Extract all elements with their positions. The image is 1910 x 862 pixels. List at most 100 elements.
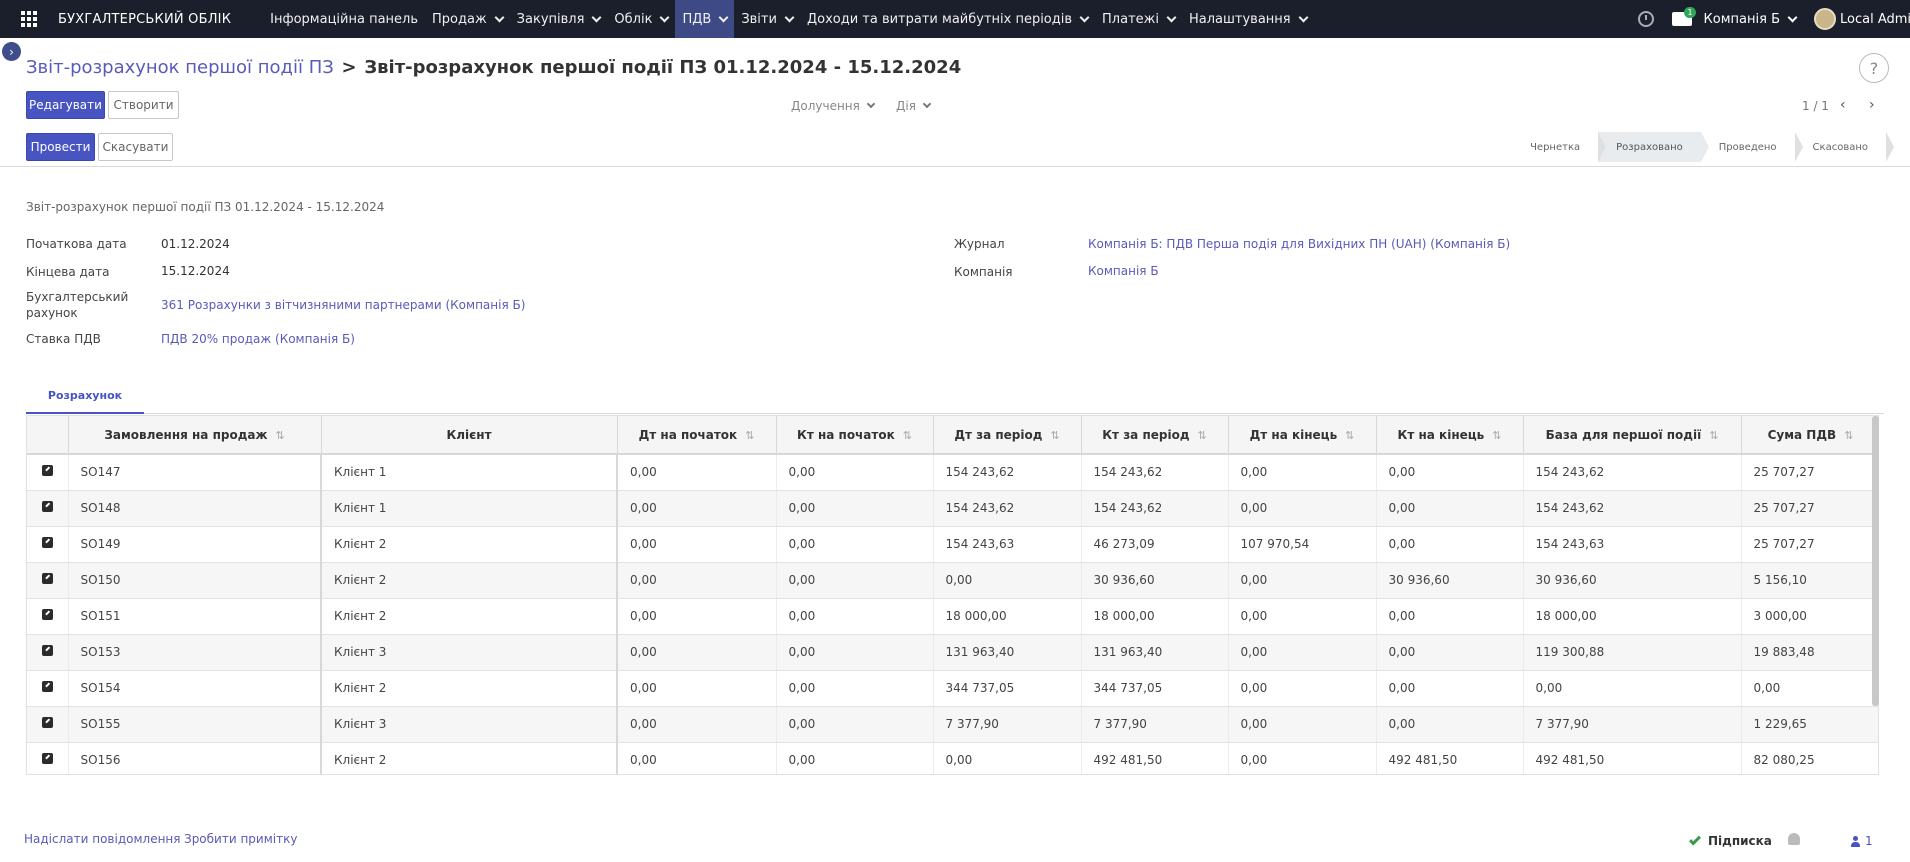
action-dropdown[interactable]: Дія [896,99,932,113]
row-open-cell[interactable] [27,526,69,563]
log-note-link[interactable]: Зробити примітку [184,832,298,846]
menu-item-vat[interactable]: ПДВ [675,0,735,38]
cell-dt-start[interactable]: 0,00 [617,526,777,563]
cell-vat[interactable]: 25 707,27 [1741,454,1878,491]
table-row[interactable]: SO148 Клієнт 1 0,00 0,00 154 243,62 154 243,6… [27,490,1878,527]
cell-dt-period[interactable]: 154 243,62 [933,454,1082,491]
cell-base[interactable]: 154 243,62 [1523,454,1742,491]
vat-rate-link[interactable]: ПДВ 20% продаж (Компанія Б) [161,332,355,346]
table-row[interactable]: SO156 Клієнт 2 0,00 0,00 0,00 492 481,50 0,00 4… [27,742,1878,774]
cell-dt-end[interactable]: 0,00 [1228,454,1377,491]
account-link[interactable]: 361 Розрахунки з вітчизняними партнерами… [161,298,526,312]
cell-dt-end[interactable]: 0,00 [1228,706,1377,743]
cell-client[interactable]: Клієнт 3 [321,706,618,743]
cell-dt-end[interactable]: 107 970,54 [1228,526,1377,563]
cell-base[interactable]: 154 243,63 [1523,526,1742,563]
column-header-dt-period[interactable]: Дт за період ⇅ [933,416,1082,455]
cell-vat[interactable]: 25 707,27 [1741,490,1878,527]
menu-item-sales[interactable]: Продаж [425,0,510,38]
messages-icon[interactable]: 1 [1671,7,1696,26]
cell-client[interactable]: Клієнт 1 [321,490,618,527]
cell-dt-start[interactable]: 0,00 [617,598,777,635]
column-header-order[interactable]: Замовлення на продаж ⇅ [68,416,322,455]
table-row[interactable]: SO147 Клієнт 1 0,00 0,00 154 243,62 154 243,6… [27,454,1878,491]
table-row[interactable]: SO153 Клієнт 3 0,00 0,00 131 963,40 131 963,4… [27,634,1878,671]
column-header-base[interactable]: База для першої події ⇅ [1523,416,1742,455]
cell-order[interactable]: SO147 [68,454,322,491]
cell-kt-end[interactable]: 0,00 [1376,526,1524,563]
row-open-cell[interactable] [27,454,69,491]
cell-order[interactable]: SO151 [68,598,322,635]
external-link-icon[interactable] [41,465,53,477]
external-link-icon[interactable] [41,501,53,512]
activity-clock-icon[interactable] [1637,11,1654,27]
row-open-cell[interactable] [27,706,69,743]
cell-base[interactable]: 7 377,90 [1523,706,1742,743]
cell-vat[interactable]: 19 883,48 [1741,634,1878,671]
cell-dt-period[interactable]: 7 377,90 [933,706,1082,743]
bell-icon[interactable] [1788,833,1800,845]
cell-order[interactable]: SO154 [68,670,322,707]
cell-client[interactable]: Клієнт 2 [321,598,618,635]
cell-kt-end[interactable]: 0,00 [1376,454,1524,491]
menu-item-reports[interactable]: Звіти [734,0,800,38]
cell-vat[interactable]: 25 707,27 [1741,526,1878,563]
cell-dt-start[interactable]: 0,00 [617,706,777,743]
cell-kt-period[interactable]: 492 481,50 [1081,742,1229,774]
column-header-kt-end[interactable]: Кт на кінець ⇅ [1376,416,1524,455]
cell-dt-end[interactable]: 0,00 [1228,670,1377,707]
company-switcher[interactable]: Компанія Б [1704,12,1798,27]
cell-order[interactable]: SO148 [68,490,322,527]
row-open-cell[interactable] [27,634,69,671]
column-header-client[interactable]: Клієнт [321,416,618,455]
cell-kt-period[interactable]: 154 243,62 [1081,490,1229,527]
company-link[interactable]: Компанія Б [1088,264,1159,278]
cell-client[interactable]: Клієнт 2 [321,526,618,563]
send-message-link[interactable]: Надіслати повідомлення [24,832,181,846]
edit-button[interactable]: Редагувати [26,91,105,119]
row-open-cell[interactable] [27,490,69,527]
cell-dt-end[interactable]: 0,00 [1228,634,1377,671]
cell-dt-end[interactable]: 0,00 [1228,490,1377,527]
attachments-dropdown[interactable]: Долучення [791,99,876,113]
apps-menu-icon[interactable] [0,0,58,38]
cell-vat[interactable]: 0,00 [1741,670,1878,707]
create-button[interactable]: Створити [108,91,179,119]
cell-kt-end[interactable]: 0,00 [1376,670,1524,707]
cell-dt-start[interactable]: 0,00 [617,634,777,671]
cell-dt-end[interactable]: 0,00 [1228,742,1377,774]
cell-base[interactable]: 0,00 [1523,670,1742,707]
cell-kt-start[interactable]: 0,00 [776,562,934,599]
cell-base[interactable]: 492 481,50 [1523,742,1742,774]
column-header-kt-start[interactable]: Кт на початок ⇅ [776,416,934,455]
cell-client[interactable]: Клієнт 2 [321,670,618,707]
cell-kt-period[interactable]: 46 273,09 [1081,526,1229,563]
cell-kt-start[interactable]: 0,00 [776,670,934,707]
row-open-cell[interactable] [27,598,69,635]
external-link-icon[interactable] [41,609,53,620]
breadcrumb-parent-link[interactable]: Звіт-розрахунок першої події ПЗ [26,57,334,78]
pager-next-button[interactable]: › [1869,97,1875,113]
cell-client[interactable]: Клієнт 2 [321,742,618,774]
external-link-icon[interactable] [41,645,53,656]
cell-kt-end[interactable]: 0,00 [1376,706,1524,743]
column-header-kt-period[interactable]: Кт за період ⇅ [1081,416,1229,455]
cell-dt-period[interactable]: 154 243,62 [933,490,1082,527]
row-open-cell[interactable] [27,562,69,599]
cell-dt-period[interactable]: 131 963,40 [933,634,1082,671]
table-scrollbar[interactable] [1872,416,1879,706]
cell-dt-period[interactable]: 18 000,00 [933,598,1082,635]
menu-item-dashboard[interactable]: Інформаційна панель [263,0,425,38]
external-link-icon[interactable] [41,573,53,584]
cell-order[interactable]: SO156 [68,742,322,774]
cell-kt-period[interactable]: 7 377,90 [1081,706,1229,743]
pager-prev-button[interactable]: ‹ [1840,97,1846,113]
cell-vat[interactable]: 3 000,00 [1741,598,1878,635]
cell-dt-start[interactable]: 0,00 [617,490,777,527]
menu-item-payments[interactable]: Платежі [1095,0,1182,38]
post-button[interactable]: Провести [26,133,95,161]
cell-vat[interactable]: 1 229,65 [1741,706,1878,743]
cell-base[interactable]: 154 243,62 [1523,490,1742,527]
tab-calculation[interactable]: Розрахунок [26,378,144,414]
row-open-cell[interactable] [27,670,69,707]
